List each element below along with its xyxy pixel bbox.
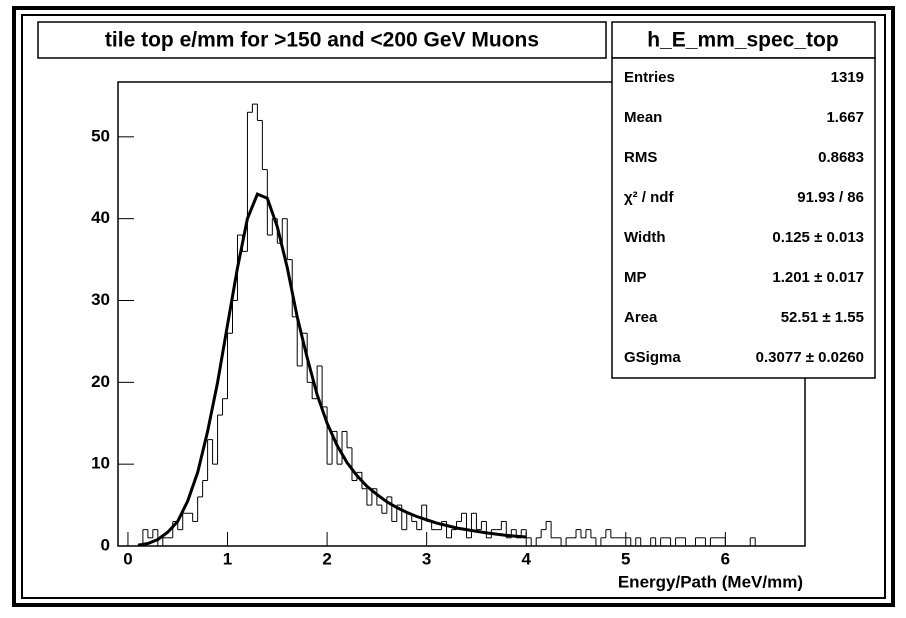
x-tick-label: 3: [422, 549, 431, 568]
stat-label: Area: [624, 309, 658, 326]
stat-value: 1319: [831, 69, 864, 86]
y-tick-label: 50: [91, 126, 110, 145]
stat-value: 52.51 ± 1.55: [781, 309, 864, 326]
stats-title-box: [611, 21, 876, 59]
stat-value: 0.8683: [818, 149, 864, 166]
chart-title: tile top e/mm for >150 and <200 GeV Muon…: [105, 29, 539, 52]
fit-curve: [137, 192, 527, 547]
stat-label: Entries: [624, 69, 675, 86]
stat-label: RMS: [624, 149, 657, 166]
y-tick-label: 0: [101, 535, 110, 554]
stats-title: h_E_mm_spec_top: [647, 29, 838, 52]
stat-label: Mean: [624, 109, 662, 126]
x-tick-label: 2: [322, 549, 331, 568]
x-tick-label: 1: [223, 549, 232, 568]
title-box: [37, 21, 607, 59]
y-tick-label: 10: [91, 454, 110, 473]
y-tick-label: 20: [91, 372, 110, 391]
stat-value: 0.3077 ± 0.0260: [756, 349, 864, 366]
x-tick-label: 4: [521, 549, 531, 568]
stat-value: 0.125 ± 0.013: [772, 229, 864, 246]
stat-label: Width: [624, 229, 666, 246]
stat-label: MP: [624, 269, 647, 286]
x-axis-label: Energy/Path (MeV/mm): [618, 572, 803, 591]
x-tick-label: 5: [621, 549, 630, 568]
stat-label: χ² / ndf: [624, 189, 674, 206]
outer-frame: [12, 6, 895, 607]
stat-value: 1.201 ± 0.017: [772, 269, 864, 286]
inner-frame: [21, 14, 886, 599]
x-tick-label: 6: [721, 549, 730, 568]
x-tick-label: 0: [123, 549, 132, 568]
stats-box: h_E_mm_spec_top Entries 1319 Mean 1.667 RMS 0…: [611, 21, 876, 379]
y-tick-label: 30: [91, 290, 110, 309]
stat-value: 91.93 / 86: [797, 189, 864, 206]
stat-value: 1.667: [826, 109, 864, 126]
stats-table-box: [611, 57, 876, 379]
y-tick-label: 40: [91, 208, 110, 227]
stat-label: GSigma: [624, 349, 681, 366]
